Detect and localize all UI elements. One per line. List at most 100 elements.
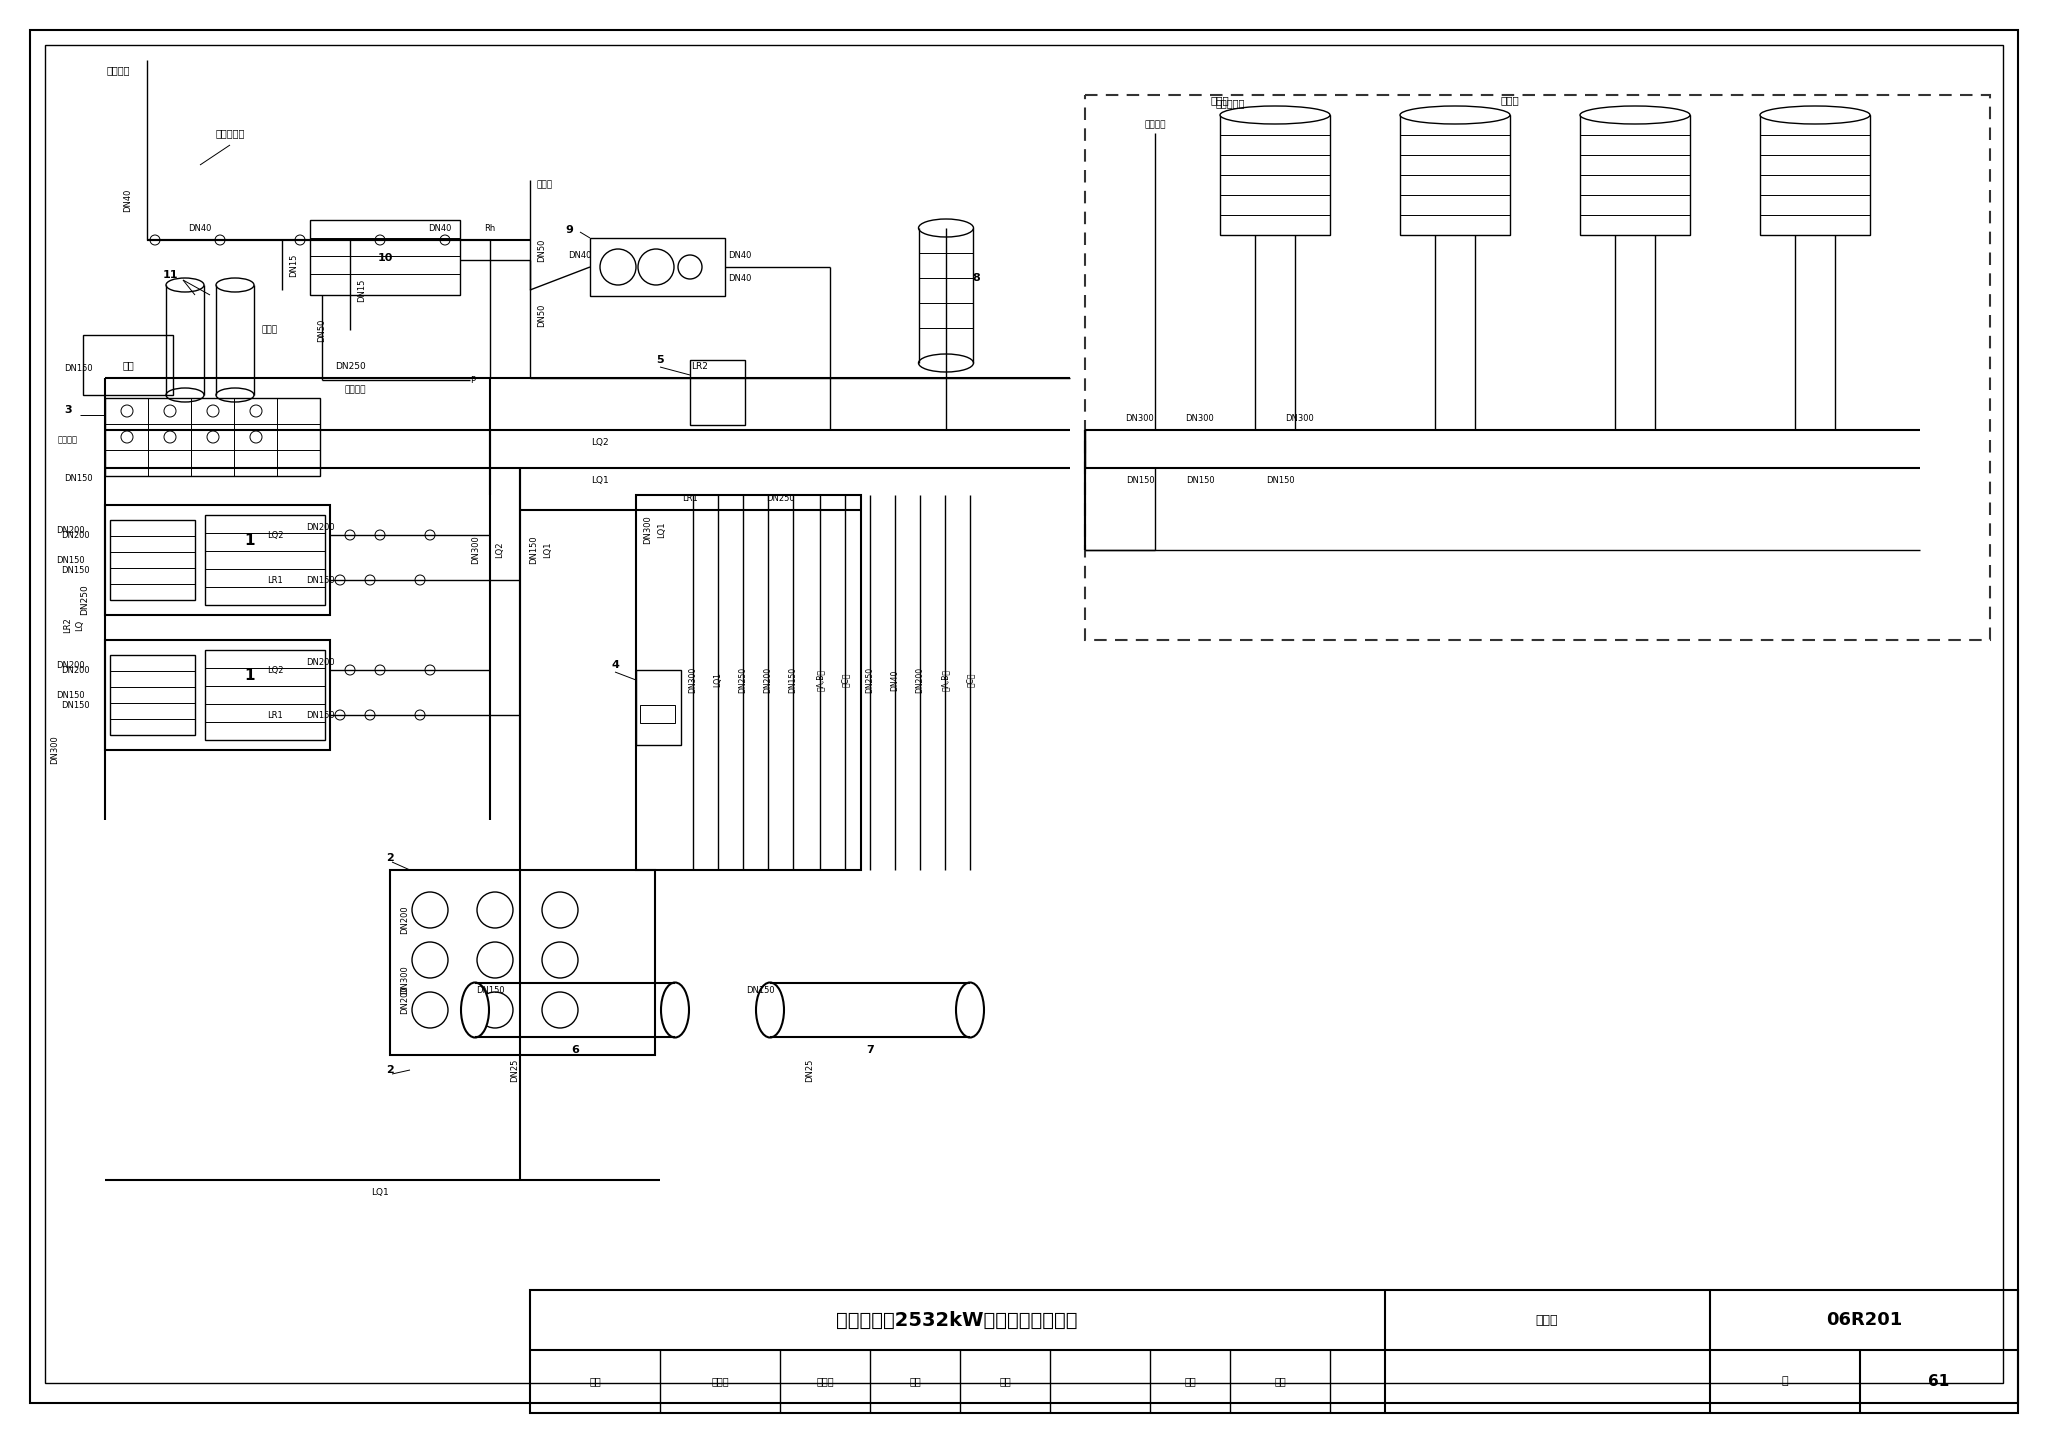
Bar [1085,95,1991,641]
Ellipse shape [662,983,688,1037]
Text: 倒流防止器: 倒流防止器 [215,128,244,138]
Ellipse shape [956,983,983,1037]
Text: DN150: DN150 [55,691,84,699]
Text: 审核: 审核 [590,1376,600,1386]
Text: 接自来水: 接自来水 [1145,120,1165,129]
Text: DN250: DN250 [80,585,90,615]
Ellipse shape [461,983,489,1037]
Text: 张日: 张日 [999,1376,1012,1386]
Text: DN150: DN150 [1266,476,1294,484]
Text: DN200: DN200 [305,658,334,666]
Text: LQ1: LQ1 [657,522,666,539]
Text: DN300: DN300 [51,735,59,764]
Text: DN300: DN300 [643,516,653,545]
Bar [309,221,461,295]
Bar [690,360,745,426]
Bar [590,238,725,297]
Text: 接自来水: 接自来水 [106,64,129,75]
Text: 冷却塔: 冷却塔 [1501,95,1520,105]
Bar [530,1290,2017,1413]
Text: 1: 1 [246,668,256,682]
Ellipse shape [1579,106,1690,125]
Text: 61: 61 [1929,1373,1950,1389]
Text: 5: 5 [655,355,664,365]
Text: DN40: DN40 [729,274,752,282]
Text: 设计: 设计 [1184,1376,1196,1386]
Ellipse shape [756,983,784,1037]
Ellipse shape [1759,106,1870,125]
Text: 10: 10 [377,254,393,264]
Text: 2: 2 [387,1065,393,1075]
Text: LQ1: LQ1 [543,542,553,559]
Text: DN150: DN150 [305,711,334,719]
Text: LR2: LR2 [692,361,709,371]
Text: DN150: DN150 [530,536,539,565]
Text: DN200: DN200 [61,665,90,675]
Text: DN250: DN250 [334,361,365,371]
Text: 放空管: 放空管 [537,181,553,189]
Text: 吴堂: 吴堂 [1274,1376,1286,1386]
Bar [1759,115,1870,235]
Text: LQ: LQ [76,619,84,631]
Text: DN250: DN250 [866,666,874,694]
Text: DN25: DN25 [805,1059,815,1082]
Text: DN15: DN15 [358,278,367,302]
Text: DN300: DN300 [401,966,410,995]
Text: DN300: DN300 [1186,414,1214,423]
Text: DN150: DN150 [63,364,92,373]
Text: LR2: LR2 [63,618,72,633]
Text: DN40: DN40 [188,224,211,232]
Text: DN200: DN200 [61,530,90,539]
Text: DN150: DN150 [305,576,334,585]
Text: DN200: DN200 [764,666,772,694]
Text: LR1: LR1 [682,493,698,503]
Text: DN200: DN200 [401,986,410,1015]
Text: DN250: DN250 [766,493,795,503]
Bar [389,870,655,1055]
Bar [639,705,676,724]
Text: DN150: DN150 [61,701,90,709]
Bar [111,655,195,735]
Text: LQ2: LQ2 [266,665,283,675]
Bar [111,520,195,600]
Text: 页: 页 [1782,1376,1788,1386]
Text: 06R201: 06R201 [1827,1311,1903,1328]
Text: LR1: LR1 [266,711,283,719]
Text: DN150: DN150 [61,566,90,575]
Text: LR1: LR1 [266,576,283,585]
Ellipse shape [1401,106,1509,125]
Text: 校对: 校对 [909,1376,922,1386]
Text: DN150: DN150 [1126,476,1155,484]
Text: 8: 8 [973,274,979,282]
Text: LQ2: LQ2 [266,530,283,539]
Text: Rh: Rh [485,224,496,232]
Bar [104,641,330,749]
Text: 11: 11 [162,269,178,279]
Text: DN150: DN150 [475,986,504,995]
Text: DN50: DN50 [537,238,547,262]
Text: DN40: DN40 [567,251,592,259]
Text: DN200: DN200 [401,906,410,934]
Text: LQ2: LQ2 [592,437,608,447]
Text: 至A,B区: 至A,B区 [815,669,825,691]
Text: 盐箱: 盐箱 [123,360,133,370]
Ellipse shape [918,354,973,373]
Bar [1221,115,1329,235]
Ellipse shape [166,278,205,292]
Text: 7: 7 [866,1045,874,1055]
Text: DN40: DN40 [729,251,752,259]
Text: DN300: DN300 [1126,414,1155,423]
Text: 3: 3 [63,406,72,416]
Bar [637,494,860,870]
Bar [637,671,682,745]
Text: DN15: DN15 [289,254,299,277]
Text: DN300: DN300 [688,666,698,694]
Text: 9: 9 [565,225,573,235]
Text: DN200: DN200 [915,666,924,694]
Text: 4: 4 [610,661,618,671]
Text: 总装机容量2532kW空调水系统流程图: 总装机容量2532kW空调水系统流程图 [836,1311,1077,1330]
Text: DN40: DN40 [428,224,453,232]
Ellipse shape [1221,106,1329,125]
Ellipse shape [918,219,973,236]
Ellipse shape [166,388,205,403]
